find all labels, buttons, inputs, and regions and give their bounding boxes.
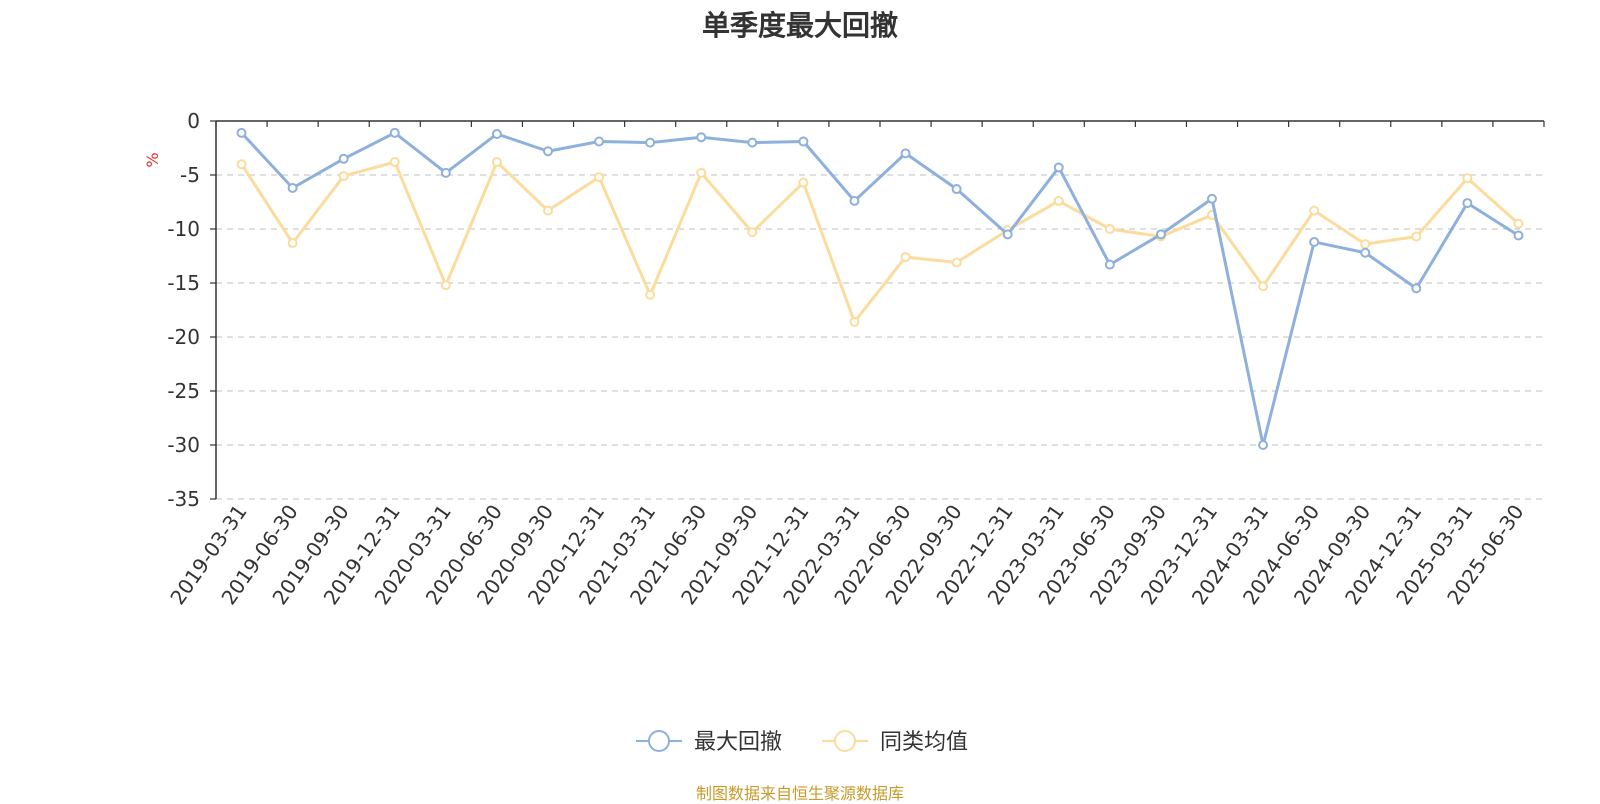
y-tick-label: -10 — [167, 217, 200, 241]
data-point — [645, 137, 656, 148]
data-point — [491, 128, 502, 139]
data-point — [951, 184, 962, 195]
data-point — [543, 146, 553, 157]
data-point — [389, 157, 400, 168]
source-note: 制图数据来自恒生聚源数据库 — [695, 784, 904, 803]
data-point — [1258, 281, 1269, 292]
data-point — [1309, 205, 1320, 216]
y-tick-label: -25 — [167, 379, 200, 403]
x-axis-ticks: 2019-03-312019-06-302019-09-302019-12-31… — [165, 121, 1545, 609]
data-point — [1360, 247, 1371, 258]
data-point — [1053, 195, 1064, 206]
data-point — [236, 127, 247, 138]
series-line — [240, 131, 1520, 447]
data-point — [236, 159, 247, 170]
data-point — [696, 132, 707, 143]
grid-lines — [216, 174, 1544, 500]
data-point — [1309, 236, 1320, 247]
data-point — [1053, 162, 1064, 173]
data-point — [338, 153, 349, 164]
data-point — [543, 205, 553, 216]
data-point — [1155, 229, 1166, 240]
y-tick-label: -5 — [180, 163, 200, 187]
data-point — [900, 252, 911, 263]
data-point — [798, 136, 809, 147]
y-tick-label: -20 — [167, 325, 200, 349]
data-point — [338, 171, 349, 182]
data-point — [747, 227, 758, 238]
chart-title: 单季度最大回撤 — [701, 9, 898, 42]
data-point — [1513, 230, 1524, 241]
data-point — [594, 136, 605, 147]
series-1 — [236, 127, 1524, 450]
data-point — [849, 316, 860, 327]
legend-marker-icon — [834, 730, 856, 752]
data-point — [798, 177, 809, 188]
data-point — [1104, 224, 1115, 234]
data-point — [1411, 283, 1422, 294]
legend-marker-icon — [648, 730, 670, 752]
series-line — [240, 160, 1520, 324]
y-tick-label: -35 — [167, 487, 200, 511]
data-point — [1207, 193, 1217, 204]
series-2 — [236, 157, 1524, 327]
data-point — [900, 148, 911, 159]
data-point — [1360, 239, 1371, 250]
data-point — [389, 127, 400, 138]
data-point — [440, 167, 451, 178]
data-point — [696, 167, 707, 178]
data-point — [645, 289, 656, 300]
data-point — [1104, 259, 1115, 270]
legend: 最大回撤 同类均值 — [636, 730, 968, 755]
data-point — [849, 195, 860, 206]
legend-item-2[interactable]: 同类均值 — [822, 730, 968, 755]
y-tick-label: 0 — [187, 109, 200, 133]
data-point — [287, 238, 298, 249]
legend-item-1[interactable]: 最大回撤 — [636, 730, 782, 755]
data-point — [287, 182, 298, 193]
y-tick-label: -15 — [167, 271, 200, 295]
y-axis-label: % — [143, 152, 162, 167]
legend-label: 同类均值 — [880, 730, 968, 755]
data-point — [491, 157, 502, 168]
data-point — [1462, 173, 1473, 184]
data-point — [951, 257, 962, 268]
legend-label: 最大回撤 — [694, 730, 782, 755]
data-point — [1513, 218, 1524, 229]
series-lines — [236, 127, 1524, 450]
data-point — [1258, 440, 1269, 450]
data-point — [1462, 198, 1473, 209]
data-point — [594, 172, 605, 183]
data-point — [440, 280, 451, 291]
y-axis-ticks: 0 -5 -10 -15 -20 -25 -30 -35 — [167, 109, 216, 511]
data-point — [1411, 231, 1422, 242]
data-point — [747, 137, 758, 148]
data-point — [1002, 229, 1013, 240]
y-tick-label: -30 — [167, 433, 200, 457]
